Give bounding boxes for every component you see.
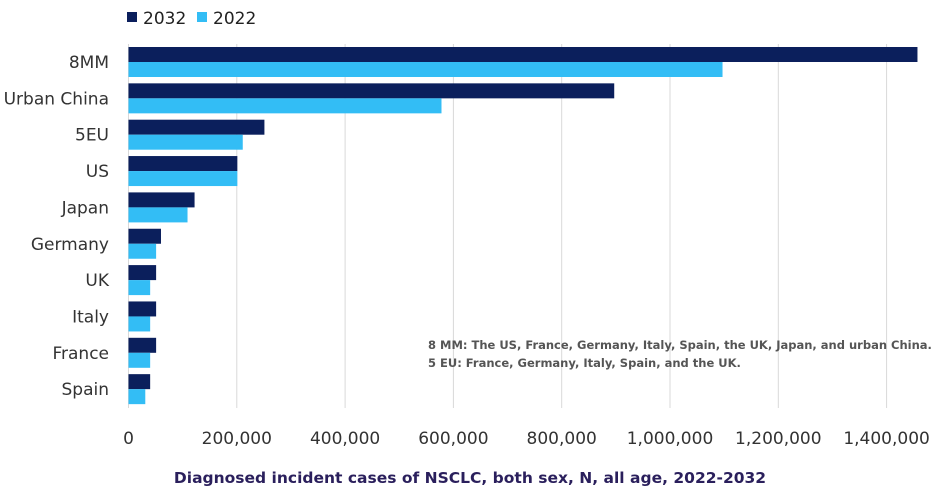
bar-2022-8mm	[128, 62, 723, 77]
x-tick-label: 800,000	[527, 429, 597, 449]
bar-2032-us	[128, 156, 238, 172]
bar-2032-japan	[128, 192, 195, 208]
legend-label-2032: 2032	[143, 9, 186, 29]
category-label: Spain	[62, 380, 110, 400]
annotation-5eu: 5 EU: France, Germany, Italy, Spain, and…	[428, 356, 741, 370]
bar-2022-france	[128, 352, 151, 368]
category-label: Japan	[61, 198, 109, 218]
bar-2032-italy	[128, 301, 157, 317]
x-axis-label: Diagnosed incident cases of NSCLC, both …	[174, 469, 766, 487]
bar-2032-urban-china	[128, 83, 615, 99]
bar-2032-france	[128, 337, 157, 353]
bar-2032-8mm	[128, 47, 918, 62]
x-tick-label: 1,200,000	[735, 429, 822, 449]
category-label: US	[86, 162, 109, 182]
bars	[128, 47, 918, 405]
x-tick-label: 1,400,000	[843, 429, 930, 449]
bar-2022-italy	[128, 316, 151, 332]
category-label: Urban China	[4, 89, 109, 109]
annotation-8mm: 8 MM: The US, France, Germany, Italy, Sp…	[428, 338, 932, 352]
x-tick-label: 0	[123, 429, 134, 449]
bar-2032-uk	[128, 265, 157, 281]
bar-2032-germany	[128, 228, 161, 244]
x-tick-labels: 0 200,000 400,000 600,000 800,000 1,000,000 1,…	[123, 429, 930, 449]
category-label: UK	[85, 271, 109, 291]
legend-swatch-2022	[197, 12, 207, 22]
bar-2032-5eu	[128, 119, 265, 135]
bar-2022-us	[128, 171, 238, 187]
legend: 2032 2022	[127, 9, 256, 29]
bar-2022-spain	[128, 389, 146, 405]
category-label: Germany	[31, 235, 109, 255]
category-label: 5EU	[75, 126, 109, 146]
x-tick-label: 600,000	[418, 429, 488, 449]
bar-2022-uk	[128, 280, 151, 296]
bar-2022-5eu	[128, 134, 243, 150]
bar-2022-urban-china	[128, 98, 442, 114]
bar-2022-japan	[128, 207, 188, 223]
category-label: France	[52, 344, 109, 364]
category-label: Italy	[72, 307, 109, 327]
bar-2032-spain	[128, 374, 151, 390]
legend-swatch-2032	[127, 12, 137, 22]
x-tick-label: 1,000,000	[627, 429, 714, 449]
category-labels: 8MM Urban China 5EU US Japan Germany UK Italy Fr…	[4, 53, 110, 400]
bar-2022-germany	[128, 243, 157, 259]
x-tick-label: 400,000	[310, 429, 380, 449]
category-label: 8MM	[69, 53, 109, 73]
legend-label-2022: 2022	[213, 9, 256, 29]
x-tick-label: 200,000	[202, 429, 272, 449]
